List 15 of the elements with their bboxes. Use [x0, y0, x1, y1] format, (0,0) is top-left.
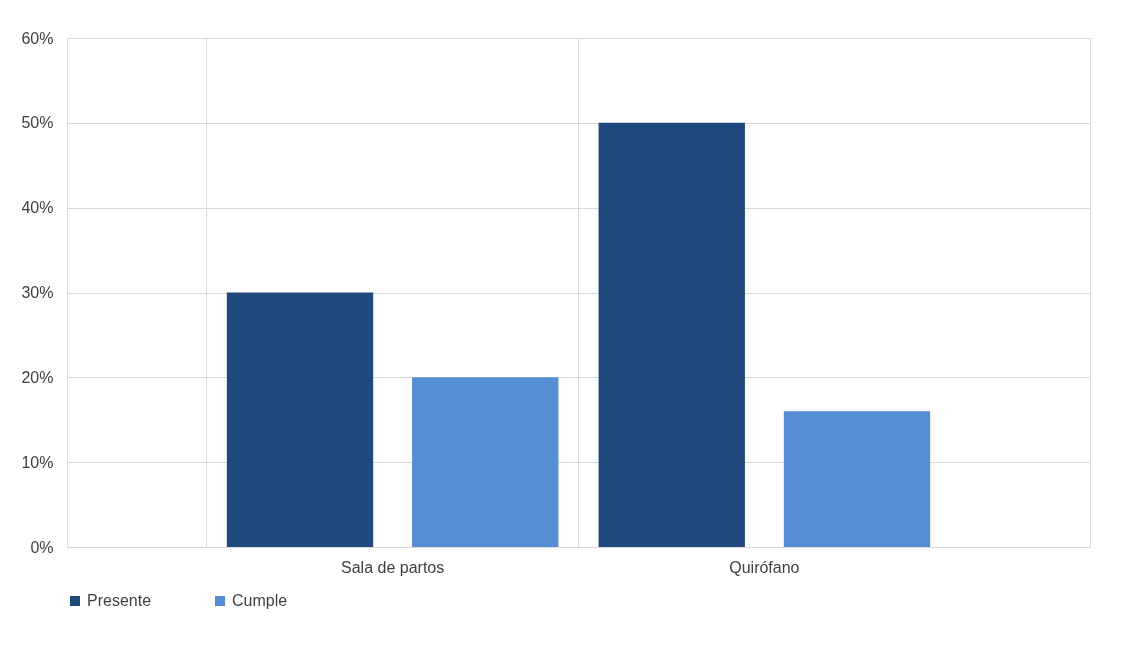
bar: [412, 377, 559, 547]
x-tick-label: Sala de partos: [341, 558, 445, 576]
y-tick-label: 40%: [21, 199, 54, 217]
x-tick-label: Quirófano: [729, 558, 800, 576]
bar: [598, 122, 745, 547]
y-tick-label: 10%: [21, 453, 54, 471]
legend-label: Cumple: [232, 592, 288, 609]
y-tick-label: 60%: [21, 29, 54, 47]
y-tick-label: 30%: [21, 284, 54, 301]
y-tick-label: 20%: [21, 368, 54, 386]
bar: [783, 411, 931, 547]
legend-label: Presente: [87, 592, 152, 609]
y-tick-label: 0%: [30, 538, 54, 556]
bar: [226, 292, 374, 547]
y-tick-label: 50%: [21, 114, 54, 132]
